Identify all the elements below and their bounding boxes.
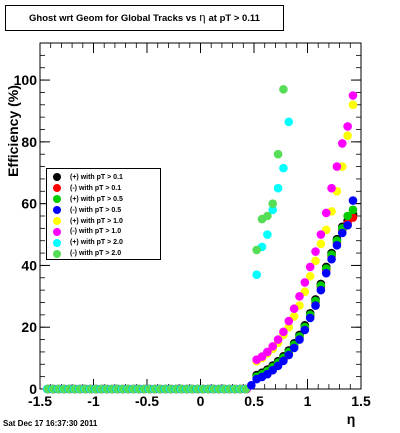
data-point	[348, 100, 358, 110]
data-point	[252, 270, 261, 279]
x-tick-label: -1.5	[28, 393, 52, 409]
timestamp: Sat Dec 17 16:37:30 2011	[3, 419, 98, 428]
data-point	[289, 304, 299, 313]
y-axis-ticks: 0 20 40 60 80 100	[14, 42, 361, 397]
y-tick-label: 0	[29, 381, 37, 397]
legend-label: (-) with pT > 1.0	[70, 228, 122, 236]
data-point	[348, 196, 358, 205]
data-markers	[42, 85, 358, 394]
data-point	[311, 301, 320, 310]
data-point	[268, 199, 278, 208]
chart-title-prefix: Ghost wrt Geom for Global Tracks vs	[29, 12, 197, 24]
data-point	[284, 316, 294, 326]
data-point	[289, 343, 299, 353]
data-point	[284, 117, 294, 127]
data-point	[332, 241, 342, 250]
legend-entry: (-) with pT > 0.5	[47, 205, 160, 216]
data-point	[273, 149, 283, 159]
data-point	[279, 163, 288, 173]
legend-label: (-) with pT > 0.1	[70, 184, 122, 192]
y-tick-label: 60	[21, 196, 37, 212]
x-tick-label: 0.5	[244, 393, 264, 409]
legend-label: (-) with pT > 2.0	[70, 250, 122, 258]
y-tick-label: 100	[14, 72, 38, 88]
data-point	[305, 313, 315, 323]
legend-entry: (+) with pT > 2.0	[47, 237, 160, 248]
legend-entry: (+) with pT > 0.5	[47, 194, 160, 205]
data-point	[343, 211, 352, 221]
data-point	[263, 347, 272, 357]
y-tick-label: 40	[21, 257, 37, 273]
legend-marker-icon	[53, 227, 61, 236]
data-point	[343, 131, 352, 140]
legend-marker-icon	[53, 206, 61, 215]
legend-marker-icon	[53, 249, 61, 258]
y-tick-label: 20	[21, 319, 37, 335]
legend-entry: (-) with pT > 1.0	[47, 226, 160, 237]
data-point	[311, 256, 320, 266]
data-point	[247, 380, 256, 390]
legend-label: (+) with pT > 0.5	[70, 195, 123, 203]
data-point	[348, 205, 358, 215]
y-axis-title: Efficiency (%)	[5, 85, 21, 177]
data-point	[284, 350, 294, 360]
x-tick-label: 1.5	[351, 393, 371, 409]
data-point	[273, 335, 283, 344]
x-axis-ticks: -1.5 -1 -0.5 0 0.5 1 1.5	[28, 43, 371, 409]
x-tick-label: 0	[197, 393, 205, 409]
legend-label: (+) with pT > 0.1	[70, 173, 123, 181]
legend: (+) with pT > 0.1 (-) with pT > 0.1 (+) wi…	[46, 168, 161, 260]
data-point	[279, 356, 288, 366]
legend-label: (-) with pT > 0.5	[70, 206, 122, 214]
data-point	[300, 278, 310, 287]
data-point	[311, 247, 320, 256]
data-point	[305, 271, 315, 281]
chart-title-symbol: η	[199, 12, 206, 24]
data-point	[268, 342, 278, 351]
data-point	[316, 285, 326, 295]
legend-entry: (+) with pT > 0.1	[47, 172, 160, 183]
data-point	[295, 292, 304, 301]
data-point	[337, 139, 347, 148]
data-point	[252, 245, 261, 255]
data-point	[279, 327, 288, 337]
legend-marker-icon	[53, 184, 61, 193]
data-point	[332, 162, 342, 171]
data-point	[327, 183, 336, 193]
chart-title-suffix: at pT > 0.11	[208, 12, 260, 24]
legend-marker-icon	[53, 195, 61, 204]
data-point	[316, 230, 326, 239]
legend-marker-icon	[53, 173, 61, 182]
data-point	[279, 85, 288, 94]
legend-entry: (-) with pT > 2.0	[47, 248, 160, 259]
data-point	[321, 208, 331, 218]
legend-entry: (-) with pT > 0.1	[47, 183, 160, 194]
data-point	[316, 239, 326, 249]
x-tick-label: 1	[304, 393, 312, 409]
data-point	[343, 220, 352, 230]
data-point	[263, 211, 272, 221]
data-point	[327, 254, 336, 264]
data-point	[273, 183, 283, 193]
y-tick-label: 80	[21, 134, 37, 150]
legend-marker-icon	[53, 217, 61, 225]
data-point	[337, 228, 347, 238]
legend-marker-icon	[53, 238, 61, 247]
data-point	[295, 335, 304, 344]
data-point	[268, 205, 278, 215]
data-point	[348, 91, 358, 100]
chart-title: Ghost wrt Geom for Global Tracks vs η at…	[5, 5, 284, 31]
x-tick-label: -0.5	[135, 393, 159, 409]
data-point	[300, 325, 310, 335]
data-point	[305, 262, 315, 272]
x-axis-title: η	[347, 411, 356, 427]
x-tick-label: -1	[87, 393, 100, 409]
legend-entry: (+) with pT > 1.0	[47, 216, 160, 227]
data-point	[263, 230, 272, 239]
legend-label: (+) with pT > 1.0	[70, 217, 123, 225]
data-point	[321, 268, 331, 278]
data-point	[343, 122, 352, 131]
legend-label: (+) with pT > 2.0	[70, 239, 123, 247]
